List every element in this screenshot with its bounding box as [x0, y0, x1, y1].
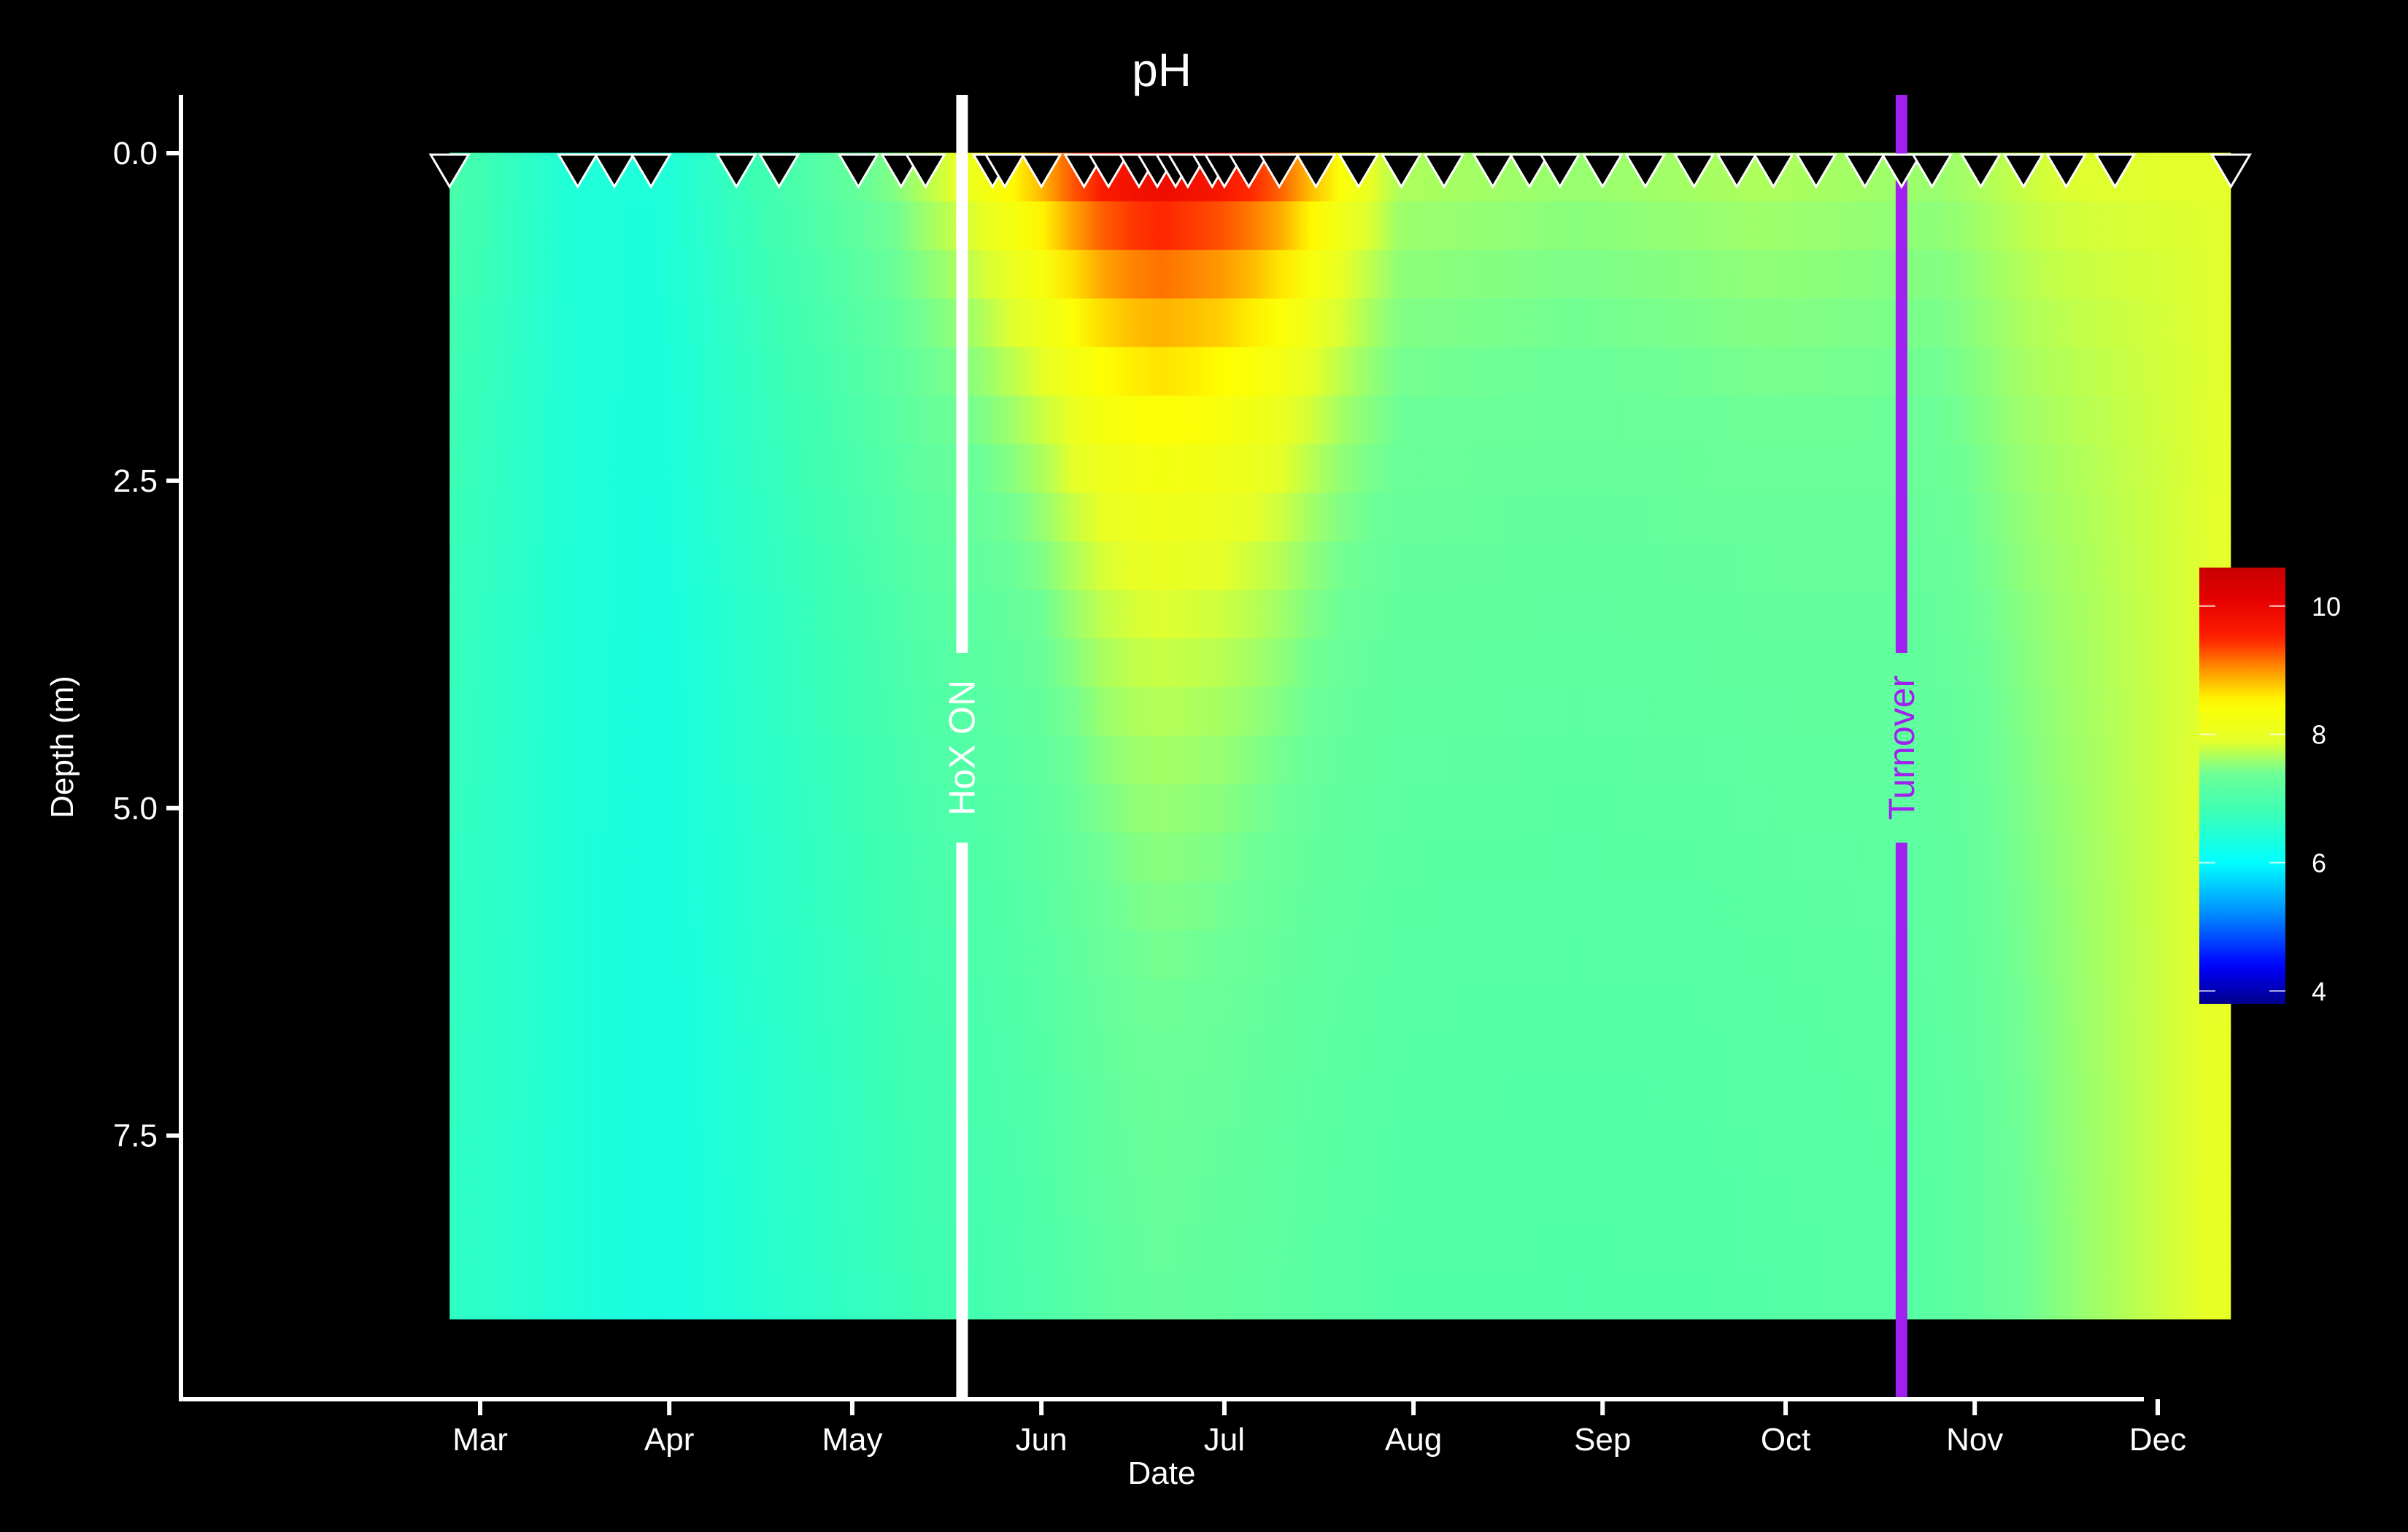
heatmap-band [449, 735, 2231, 786]
x-tick-label: Jul [1204, 1422, 1245, 1458]
sample-date-marker [630, 153, 672, 189]
hox-on-label: HoX ON [941, 680, 982, 816]
sample-date-marker [557, 153, 599, 189]
sample-date-marker [1752, 153, 1794, 189]
sample-date-marker [1338, 153, 1380, 189]
sample-date-marker [1795, 153, 1837, 189]
annotation-lines: HoX ON Turnover [941, 95, 1922, 1399]
sample-date-marker [2002, 153, 2045, 189]
sample-date-marker [715, 153, 757, 189]
sample-date-marker [593, 153, 636, 189]
chart-title: pH [1132, 44, 1192, 96]
heatmap-band [449, 784, 2231, 834]
sample-date-marker [1673, 153, 1716, 189]
sample-date-marker [1716, 153, 1758, 189]
heatmap-band [449, 444, 2231, 494]
colorbar-tick-label: 8 [2312, 720, 2326, 750]
sample-date-marker [1880, 153, 1923, 189]
sample-date-marker [1911, 153, 1953, 189]
heatmap-band [449, 492, 2231, 543]
sample-date-marker [1508, 153, 1551, 189]
heatmap-band [449, 686, 2231, 737]
colorbar-gradient [2199, 568, 2285, 1004]
heatmap-band [449, 881, 2231, 931]
heatmap-band [449, 929, 2231, 980]
x-tick-label: May [822, 1422, 882, 1458]
heatmap-band [449, 589, 2231, 640]
sample-date-marker [904, 153, 946, 189]
y-tick-label: 0.0 [113, 136, 158, 171]
sample-date-marker [1423, 153, 1465, 189]
sample-date-marker [1227, 153, 1270, 189]
heatmap-band [449, 1027, 2231, 1077]
colorbar: 4 6 8 10 [2199, 568, 2341, 1006]
sample-date-marker [2210, 153, 2252, 189]
heatmap-band [449, 298, 2231, 348]
sample-date-marker [984, 153, 1026, 189]
y-tick-label: 5.0 [113, 791, 158, 827]
x-tick-label: Aug [1385, 1422, 1442, 1458]
y-tick-label: 2.5 [113, 463, 158, 499]
x-tick-label: Mar [452, 1422, 508, 1458]
x-axis-ticks: Mar Apr May Jun Jul Aug Sep Oct Nov Dec [452, 1399, 2186, 1458]
sample-date-marker [1380, 153, 1422, 189]
y-tick-label: 7.5 [113, 1118, 158, 1154]
heatmap-plot-area [449, 152, 2231, 1320]
x-tick-label: Nov [1946, 1422, 2003, 1458]
x-tick-label: Oct [1761, 1422, 1810, 1458]
x-tick-label: Jun [1016, 1422, 1068, 1458]
heatmap-band [449, 1221, 2231, 1271]
sample-date-marker [758, 153, 800, 189]
sample-date-marker [1624, 153, 1667, 189]
heatmap-band [449, 1124, 2231, 1174]
y-axis-title: Depth (m) [45, 676, 80, 819]
sample-date-marker [1087, 153, 1130, 189]
x-tick-label: Apr [644, 1422, 694, 1458]
heatmap-band [449, 1269, 2231, 1320]
sample-date-marker [1539, 153, 1581, 189]
heatmap-band [449, 152, 2231, 203]
heatmap-band [449, 1075, 2231, 1126]
colorbar-tick-label: 6 [2312, 848, 2326, 878]
sample-date-marker [1294, 153, 1337, 189]
heatmap-band [449, 395, 2231, 445]
sample-date-marker [1258, 153, 1300, 189]
heatmap-band [449, 978, 2231, 1028]
sample-date-marker [1844, 153, 1886, 189]
turnover-label: Turnover [1881, 676, 1922, 820]
heatmap-band [449, 201, 2231, 251]
x-axis-title: Date [1128, 1455, 1196, 1491]
sample-date-marker [1020, 153, 1062, 189]
axes: 0.0 2.5 5.0 7.5 Mar Apr May Jun Jul Aug Sep Oct Nov… [113, 95, 2186, 1458]
sample-date-marker [1472, 153, 1514, 189]
y-axis-ticks: 0.0 2.5 5.0 7.5 [113, 136, 181, 1154]
heatmap-band [449, 347, 2231, 397]
heatmap-band [449, 1172, 2231, 1223]
sample-date-marker [1959, 153, 2002, 189]
x-tick-label: Sep [1574, 1422, 1631, 1458]
sample-date-markers [428, 153, 2252, 189]
sample-date-marker [2045, 153, 2088, 189]
colorbar-tick-label: 10 [2312, 592, 2341, 622]
sample-date-marker [428, 153, 471, 189]
sample-date-marker [2094, 153, 2137, 189]
heatmap-band [449, 638, 2231, 688]
x-tick-label: Dec [2129, 1422, 2186, 1458]
heatmap-band [449, 832, 2231, 883]
sample-date-marker [837, 153, 879, 189]
colorbar-tick-label: 4 [2312, 976, 2326, 1006]
sample-date-marker [1581, 153, 1624, 189]
heatmap-band [449, 249, 2231, 300]
heatmap-band [449, 541, 2231, 591]
